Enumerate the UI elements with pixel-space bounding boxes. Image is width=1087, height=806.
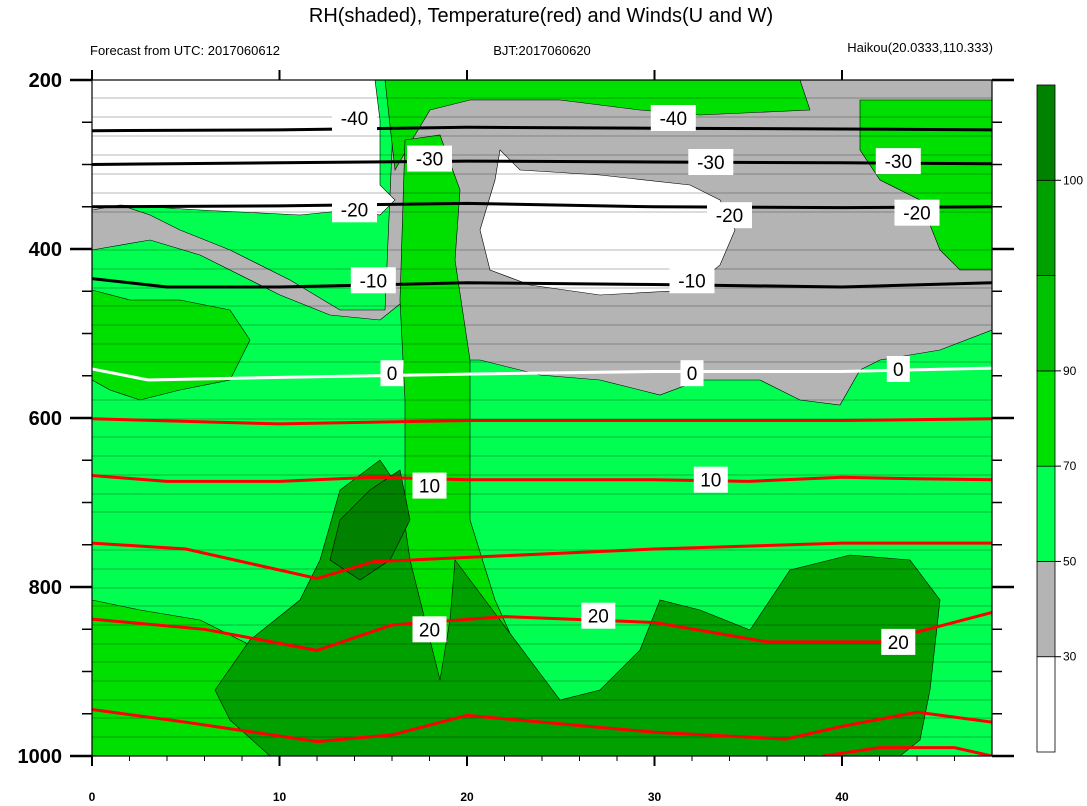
isotherm-label-box--10-1 xyxy=(669,267,715,294)
colorbar-label: 30 xyxy=(1063,650,1077,664)
isotherm-label-0-1: 0 xyxy=(687,364,698,385)
x-tick-label: 20 xyxy=(460,790,474,804)
subtitle-right: Haikou(20.0333,110.333) xyxy=(847,40,993,55)
isotherm-label--40-0: -40 xyxy=(341,109,368,130)
colorbar-swatch xyxy=(1036,84,1056,181)
isotherm-label-10-1: 10 xyxy=(700,471,721,492)
isotherm-label--30-0: -30 xyxy=(416,150,443,171)
isotherm-label--20-1: -20 xyxy=(716,206,743,227)
isotherm-label--20-2: -20 xyxy=(903,204,930,225)
colorbar-label: 70 xyxy=(1063,459,1077,473)
plot-area xyxy=(92,80,992,756)
y-tick-label: 800 xyxy=(29,577,62,599)
colorbar-swatch xyxy=(1036,561,1056,658)
isotherm-label-box--20-1 xyxy=(707,202,752,229)
colorbar-swatch xyxy=(1036,465,1056,562)
isotherm-line--10 xyxy=(92,277,992,289)
isotherm-label-0-2: 0 xyxy=(893,360,904,381)
colorbar-label: 50 xyxy=(1063,554,1077,568)
isotherm-label-box--10-0 xyxy=(350,267,396,294)
chart-title: RH(shaded), Temperature(red) and Winds(U… xyxy=(309,5,773,27)
isotherm-label-20-1: 20 xyxy=(588,607,609,628)
y-tick-label: 1000 xyxy=(18,746,63,768)
y-tick-label: 400 xyxy=(29,239,62,261)
isotherm-line--30 xyxy=(92,159,992,166)
subtitle-center: BJT:2017060620 xyxy=(493,43,591,58)
isotherm-line-20 xyxy=(92,610,992,652)
isotherm-label-box-0-2 xyxy=(886,356,910,382)
x-tick-label: 10 xyxy=(273,790,287,804)
isotherm-label--10-0: -10 xyxy=(360,271,387,292)
y-tick-label: 200 xyxy=(29,70,62,92)
isotherm-label-box--40-0 xyxy=(332,105,377,131)
isotherm-label-box--30-1 xyxy=(688,149,734,175)
colorbar-swatch xyxy=(1036,656,1056,753)
isotherm-label-box-0-1 xyxy=(680,360,704,387)
x-tick-label: 30 xyxy=(648,790,662,804)
isotherm-label--30-2: -30 xyxy=(885,152,912,173)
isotherm-label-10-0: 10 xyxy=(419,477,440,498)
x-tick-label: 0 xyxy=(89,790,96,804)
isotherm-line--40 xyxy=(92,125,992,133)
isotherm-label-box-20-0 xyxy=(412,616,447,643)
isotherm-label-box--30-2 xyxy=(875,148,921,175)
isotherm-label--10-1: -10 xyxy=(678,271,705,292)
isotherm-line-15 xyxy=(92,541,992,581)
wind-grid xyxy=(92,97,992,738)
isotherm-label--30-1: -30 xyxy=(697,153,724,174)
colorbar-swatch xyxy=(1036,370,1056,467)
colorbar: 30 50 70 90 100 xyxy=(1036,84,1083,753)
isotherm-label-box-0-0 xyxy=(380,360,404,387)
isotherm-line-30 xyxy=(823,746,992,756)
isotherm-line-10 xyxy=(92,474,992,483)
isotherm-label-box--20-0 xyxy=(332,196,377,223)
y-tick-label: 600 xyxy=(29,408,62,430)
colorbar-label: 90 xyxy=(1063,364,1077,378)
isotherm-label-box--30-0 xyxy=(407,145,452,172)
isotherm-label-box--40-1 xyxy=(650,105,696,131)
x-tick-label: 40 xyxy=(835,790,849,804)
isotherm-label-box--20-2 xyxy=(894,199,940,226)
isotherm-label--40-1: -40 xyxy=(660,109,687,130)
isotherm-label-box-10-0 xyxy=(412,472,447,499)
isotherm-label-20-2: 20 xyxy=(888,633,909,654)
isotherm-line-5 xyxy=(92,417,992,426)
subtitle-left: Forecast from UTC: 2017060612 xyxy=(90,43,280,58)
isotherm-labels: -40 -40 -30 -30 -30 -20 -20 -20 -10 -10 0 0 0 10 10 20 2… xyxy=(332,105,940,655)
colorbar-label: 100 xyxy=(1063,173,1083,187)
colorbar-swatch xyxy=(1036,275,1056,372)
isotherm-label-box-20-1 xyxy=(581,602,616,629)
isotherm-label-box-10-1 xyxy=(693,466,728,493)
isotherm-label-20-0: 20 xyxy=(419,620,440,641)
isotherms xyxy=(92,125,992,756)
isotherm-line--20 xyxy=(92,201,992,210)
isotherm-line-25 xyxy=(92,708,992,744)
rh-region-100 xyxy=(329,469,411,581)
isotherm-label-box-20-2 xyxy=(881,628,916,655)
isotherm-line-0 xyxy=(92,366,992,382)
isotherm-label--20-0: -20 xyxy=(341,200,368,221)
colorbar-swatch xyxy=(1036,179,1056,277)
rh-region-50-70-left xyxy=(92,289,251,401)
rh-region-below-30 xyxy=(92,80,396,216)
isotherm-label-0-0: 0 xyxy=(387,364,398,385)
